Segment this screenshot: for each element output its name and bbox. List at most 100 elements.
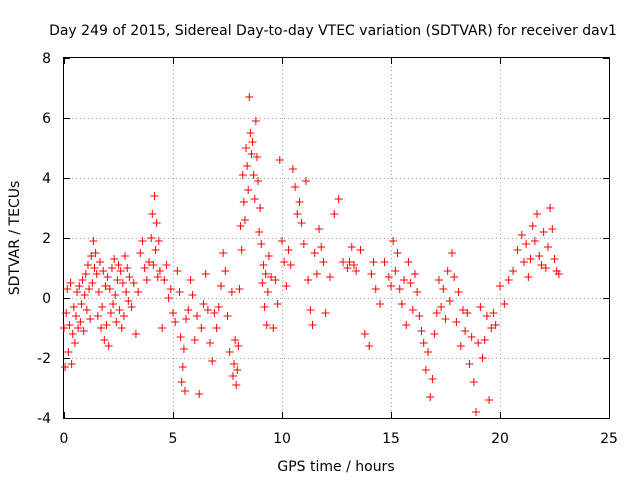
data-point: [176, 333, 185, 341]
data-point: [89, 237, 98, 245]
data-point: [201, 270, 210, 278]
data-point: [64, 348, 73, 356]
y-tick-labels: -4 -2 0 2 4 6 8: [37, 51, 51, 427]
data-point: [232, 381, 241, 389]
chart-title: Day 249 of 2015, Sidereal Day-to-day VTE…: [49, 23, 617, 39]
data-point: [184, 306, 193, 314]
data-point: [90, 264, 99, 272]
data-point: [247, 150, 256, 158]
y-tick-label: 8: [42, 51, 51, 67]
data-point: [413, 288, 422, 296]
x-tick-label: 10: [273, 431, 291, 447]
data-point: [234, 342, 243, 350]
data-point: [113, 276, 122, 284]
data-point: [179, 345, 188, 353]
data-point: [452, 318, 461, 326]
data-point: [77, 300, 86, 308]
data-point: [83, 261, 92, 269]
y-tick-label: 0: [42, 291, 51, 307]
data-point: [482, 312, 491, 320]
data-point: [81, 270, 90, 278]
data-point: [195, 390, 204, 398]
data-point: [284, 246, 293, 254]
data-point: [104, 342, 113, 350]
data-point: [86, 315, 95, 323]
y-axis-label: SDTVAR / TECUs: [7, 181, 23, 296]
data-point: [419, 339, 428, 347]
data-point: [321, 309, 330, 317]
data-point: [306, 306, 315, 314]
data-point: [162, 261, 171, 269]
data-point: [210, 309, 219, 317]
data-point: [131, 330, 140, 338]
data-point: [164, 294, 173, 302]
data-point: [347, 243, 356, 251]
data-point: [109, 300, 118, 308]
data-point: [263, 288, 272, 296]
data-point: [219, 249, 228, 257]
data-point: [450, 273, 459, 281]
data-point: [428, 375, 437, 383]
data-point: [225, 348, 234, 356]
data-point: [75, 282, 84, 290]
data-point: [103, 273, 112, 281]
data-point: [227, 288, 236, 296]
data-point: [62, 309, 71, 317]
y-tick-label: 6: [42, 111, 51, 127]
data-point: [71, 312, 80, 320]
data-point: [297, 219, 306, 227]
data-point: [145, 258, 154, 266]
data-point: [533, 210, 542, 218]
x-axis-label: GPS time / hours: [277, 459, 394, 475]
data-point: [74, 324, 83, 332]
data-point: [255, 228, 264, 236]
data-point: [264, 252, 273, 260]
data-point: [236, 222, 245, 230]
data-point: [369, 258, 378, 266]
data-point: [467, 333, 476, 341]
data-point: [367, 270, 376, 278]
data-point: [151, 246, 160, 254]
data-point: [280, 258, 289, 266]
data-point: [116, 267, 125, 275]
data-point: [474, 339, 483, 347]
data-point: [524, 273, 533, 281]
data-point: [68, 330, 77, 338]
data-point: [260, 303, 269, 311]
data-point: [148, 210, 157, 218]
x-tick-label: 0: [60, 431, 69, 447]
data-point: [509, 267, 518, 275]
data-point: [231, 336, 240, 344]
data-point: [106, 309, 115, 317]
data-point: [61, 363, 70, 371]
data-point: [365, 342, 374, 350]
data-point: [65, 321, 74, 329]
data-point: [97, 324, 106, 332]
data-point: [345, 258, 354, 266]
axis-ticks: [64, 58, 610, 419]
data-point: [458, 306, 467, 314]
data-point: [522, 240, 531, 248]
data-point: [155, 267, 164, 275]
data-point: [216, 282, 225, 290]
data-point: [496, 282, 504, 290]
data-point: [554, 270, 563, 278]
data-point: [406, 279, 415, 287]
data-point: [192, 312, 201, 320]
data-point: [461, 327, 470, 335]
data-point: [395, 285, 404, 293]
data-point: [125, 273, 134, 281]
data-point: [248, 138, 257, 146]
data-point: [456, 342, 465, 350]
data-point: [424, 348, 433, 356]
data-point: [240, 216, 249, 224]
data-point: [98, 303, 107, 311]
data-point: [69, 303, 78, 311]
data-point: [171, 318, 180, 326]
data-point: [439, 285, 448, 293]
data-point: [426, 393, 435, 401]
data-point: [288, 165, 297, 173]
data-point: [504, 276, 513, 284]
data-point: [250, 195, 259, 203]
data-point: [206, 339, 215, 347]
